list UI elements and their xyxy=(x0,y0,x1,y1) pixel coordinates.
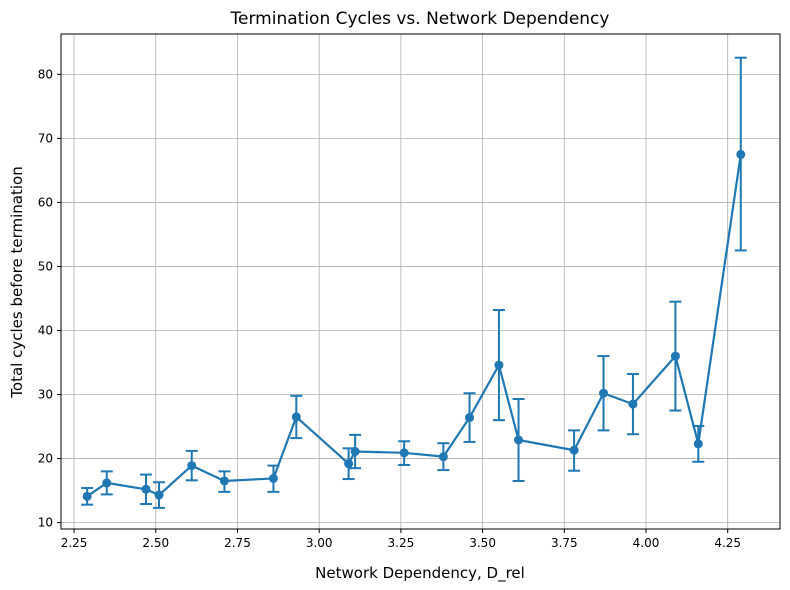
data-point xyxy=(102,478,112,488)
data-point xyxy=(187,461,197,471)
x-tick-label: 3.50 xyxy=(469,536,496,550)
series xyxy=(82,149,746,501)
y-tick-label: 80 xyxy=(38,67,53,81)
y-tick-label: 30 xyxy=(38,388,53,402)
data-point xyxy=(494,360,504,370)
data-point xyxy=(438,452,448,462)
y-tick-label: 60 xyxy=(38,195,53,209)
data-point xyxy=(291,412,301,422)
chart-title: Termination Cycles vs. Network Dependenc… xyxy=(230,9,610,29)
y-axis-label: Total cycles before termination xyxy=(8,166,26,398)
plot-frame xyxy=(60,33,781,530)
x-tick-label: 3.00 xyxy=(306,536,333,550)
x-tick-label: 2.25 xyxy=(61,536,88,550)
x-tick-label: 4.00 xyxy=(633,536,660,550)
data-point xyxy=(399,448,409,458)
x-tick-label: 2.50 xyxy=(142,536,169,550)
x-axis-label: Network Dependency, D_rel xyxy=(315,564,525,583)
data-point xyxy=(569,445,579,455)
data-point xyxy=(268,473,278,483)
data-point xyxy=(141,484,151,494)
x-tick-label: 3.75 xyxy=(551,536,578,550)
x-tick-label: 2.75 xyxy=(224,536,251,550)
y-tick-label: 20 xyxy=(38,452,53,466)
data-point xyxy=(350,447,360,457)
data-point xyxy=(219,476,229,486)
data-point xyxy=(628,399,638,409)
data-point xyxy=(736,149,746,159)
data-point xyxy=(693,439,703,449)
y-tick-label: 10 xyxy=(38,516,53,530)
error-bars xyxy=(81,56,747,509)
data-point xyxy=(344,459,354,469)
data-point xyxy=(599,388,609,398)
x-tick-label: 3.25 xyxy=(388,536,415,550)
x-tick-label: 4.25 xyxy=(714,536,741,550)
x-axis: 2.25 2.50 2.75 3.00 3.25 3.50 3.75 4.00 4.25 xyxy=(61,529,741,550)
data-point xyxy=(154,490,164,500)
data-point xyxy=(670,351,680,361)
grid xyxy=(61,34,780,529)
series-line xyxy=(86,154,742,498)
y-tick-label: 50 xyxy=(38,259,53,273)
data-point xyxy=(465,413,475,423)
y-axis: 10 20 30 40 50 60 70 80 xyxy=(38,67,61,530)
y-tick-label: 40 xyxy=(38,323,53,337)
data-point xyxy=(82,491,92,501)
data-point xyxy=(514,435,524,445)
y-tick-label: 70 xyxy=(38,131,53,145)
